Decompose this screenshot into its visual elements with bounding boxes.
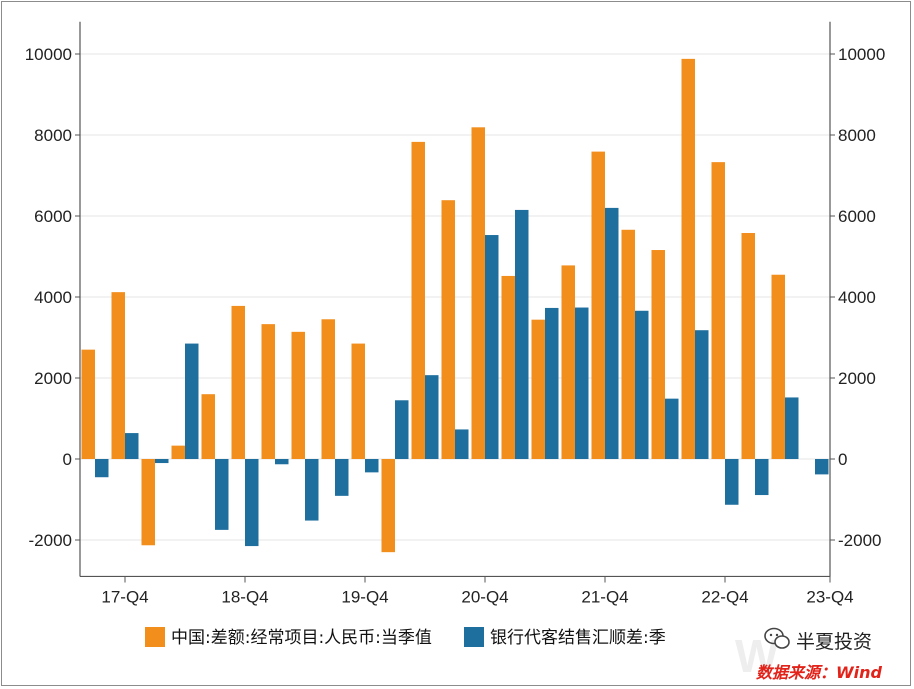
legend-swatch-current-account	[145, 627, 165, 647]
bar-fx-settlement	[545, 307, 559, 459]
x-tick-label: 21-Q4	[581, 587, 628, 606]
y-tick-label-left: 0	[63, 450, 72, 469]
y-tick-label-right: 4000	[838, 288, 876, 307]
bar-fx-settlement	[455, 429, 469, 459]
y-tick-label-right: 8000	[838, 126, 876, 145]
bar-current-account	[591, 151, 605, 460]
wechat-icon	[764, 627, 790, 649]
y-tick-label-right: 6000	[838, 207, 876, 226]
bar-current-account	[471, 127, 485, 460]
bar-current-account	[171, 445, 185, 459]
bar-fx-settlement	[95, 459, 109, 478]
bar-current-account	[441, 200, 455, 459]
bar-current-account	[141, 459, 155, 546]
y-tick-label-left: 4000	[34, 288, 72, 307]
tick-labels: -2000 -2000 0 0 2000 2000 4000 4000 6000 6000 8000…	[25, 45, 886, 606]
bar-fx-settlement	[215, 459, 229, 530]
bar-fx-settlement	[815, 459, 829, 475]
legend-label-fx-settlement: 银行代客结售汇顺差:季	[490, 628, 666, 648]
bar-current-account	[681, 58, 695, 460]
bar-current-account	[771, 274, 785, 459]
bar-fx-settlement	[725, 459, 739, 505]
x-tick-label: 17-Q4	[101, 587, 148, 606]
x-tick-label: 18-Q4	[221, 587, 268, 606]
x-tick-label: 20-Q4	[461, 587, 508, 606]
bar-fx-settlement	[695, 330, 709, 459]
bar-current-account	[111, 292, 125, 459]
watermark-text: 半夏投资	[796, 631, 872, 653]
bar-fx-settlement	[515, 209, 529, 459]
x-tick-label: 23-Q4	[806, 587, 853, 606]
legend: 中国:差额:经常项目:人民币:当季值 银行代客结售汇顺差:季	[145, 627, 666, 648]
bar-fx-settlement	[425, 375, 439, 459]
bar-current-account	[741, 233, 755, 459]
bar-current-account	[501, 275, 515, 459]
legend-label-current-account: 中国:差额:经常项目:人民币:当季值	[171, 628, 432, 648]
source-note: 数据来源：Wind	[756, 663, 883, 682]
y-tick-label-left: 6000	[34, 207, 72, 226]
bar-current-account	[711, 162, 725, 459]
y-tick-label-left: 2000	[34, 369, 72, 388]
bar-fx-settlement	[575, 307, 589, 459]
bar-current-account	[531, 319, 545, 459]
bar-fx-settlement	[635, 310, 649, 459]
bar-fx-settlement	[755, 459, 769, 496]
bars	[81, 58, 829, 553]
y-tick-label-right: -2000	[838, 531, 881, 550]
y-tick-label-left: 8000	[34, 126, 72, 145]
bar-fx-settlement	[485, 235, 499, 459]
bar-current-account	[291, 331, 305, 459]
bar-fx-settlement	[335, 459, 349, 496]
y-tick-label-left: 10000	[25, 45, 72, 64]
wind-logo-watermark: W	[735, 630, 779, 682]
y-tick-label-left: -2000	[29, 531, 72, 550]
bar-fx-settlement	[305, 459, 319, 521]
x-tick-label: 19-Q4	[341, 587, 388, 606]
bar-current-account	[231, 305, 245, 459]
bar-fx-settlement	[245, 459, 259, 547]
bar-fx-settlement	[395, 400, 409, 459]
bar-fx-settlement	[665, 398, 679, 459]
y-tick-label-right: 10000	[838, 45, 885, 64]
y-tick-label-right: 2000	[838, 369, 876, 388]
bar-fx-settlement	[605, 207, 619, 459]
legend-swatch-fx-settlement	[464, 627, 484, 647]
bar-current-account	[411, 141, 425, 459]
bar-current-account	[201, 394, 215, 459]
bar-fx-settlement	[125, 433, 139, 459]
bar-current-account	[351, 343, 365, 459]
bar-fx-settlement	[275, 459, 289, 465]
bar-current-account	[621, 229, 635, 459]
bar-current-account	[321, 319, 335, 459]
watermark-logo: W 半夏投资 数据来源：Wind	[735, 627, 883, 682]
bar-current-account	[561, 265, 575, 459]
bar-fx-settlement	[155, 459, 169, 464]
x-tick-label: 22-Q4	[701, 587, 748, 606]
bar-current-account	[651, 250, 665, 459]
bar-fx-settlement	[365, 459, 379, 473]
y-tick-label-right: 0	[838, 450, 847, 469]
bar-current-account	[261, 324, 275, 459]
bar-current-account	[81, 349, 95, 459]
axes	[75, 21, 835, 583]
bar-fx-settlement	[185, 343, 199, 459]
bar-fx-settlement	[785, 397, 799, 459]
bar-current-account	[381, 459, 395, 553]
